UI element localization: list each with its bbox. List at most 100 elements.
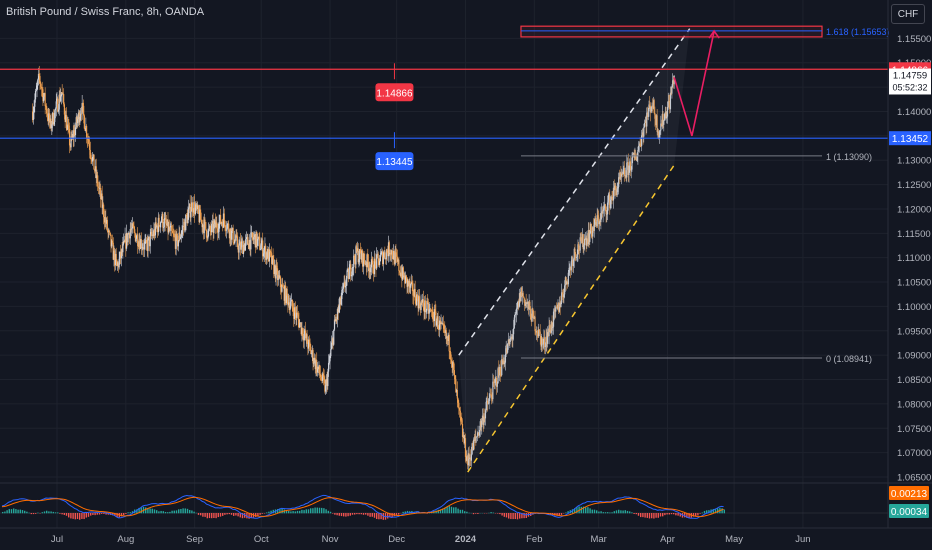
candle-body: [106, 219, 108, 231]
candle-body: [477, 432, 479, 436]
candle-body: [228, 223, 230, 232]
candle-body: [379, 261, 381, 265]
macd-histogram-bar: [81, 513, 83, 519]
candle-body: [271, 255, 273, 264]
candle-body: [113, 250, 115, 260]
candle-body: [540, 336, 542, 347]
candle-body: [265, 245, 267, 260]
candle-body: [94, 169, 96, 172]
macd-histogram-bar: [323, 508, 325, 514]
candle-body: [84, 128, 86, 131]
macd-histogram-bar: [457, 508, 459, 514]
candle-body: [534, 316, 536, 332]
candle-body: [583, 245, 585, 250]
candle-body: [271, 253, 273, 264]
candle-body: [194, 207, 196, 215]
candle-body: [125, 235, 127, 249]
macd-histogram-bar: [213, 513, 215, 519]
candle-body: [331, 338, 333, 343]
macd-histogram-bar: [336, 513, 338, 516]
candle-body: [645, 120, 647, 127]
candle-body: [257, 236, 259, 239]
candle-body: [329, 356, 331, 362]
candle-body: [150, 231, 152, 235]
macd-histogram-bar: [19, 509, 21, 514]
candle-body: [610, 197, 612, 200]
drawing-tools[interactable]: 1.14866 1.13445 1 (1.13090) 0 (1.08941) 1.61…: [0, 25, 890, 473]
candle-body: [214, 220, 216, 228]
candle-body: [544, 346, 546, 347]
currency-selector-button[interactable]: CHF: [891, 4, 925, 24]
candle-body: [108, 230, 110, 232]
macd-histogram-bar: [228, 513, 230, 515]
candle-body: [544, 337, 546, 347]
candle-body: [268, 249, 270, 262]
candle-body: [467, 456, 469, 466]
candle-body: [121, 249, 123, 253]
macd-histogram-bar: [640, 513, 642, 518]
macd-histogram-bar: [453, 507, 455, 514]
macd-histogram-bar: [587, 507, 589, 514]
macd-histogram-bar: [629, 511, 631, 514]
price-axis[interactable]: 1.155001.150001.145001.140001.135001.130…: [887, 0, 931, 528]
candle-body: [226, 224, 228, 230]
candle-body: [529, 301, 531, 309]
candle-body: [364, 263, 367, 265]
candle-body: [202, 224, 205, 234]
candle-body: [282, 284, 284, 287]
candle-body: [34, 99, 36, 107]
candle-body: [592, 226, 595, 231]
candle-body: [393, 250, 396, 265]
macd-histogram-bar: [679, 513, 681, 517]
macd-histogram-bar: [521, 513, 523, 519]
candle-body: [279, 276, 281, 278]
candle-body: [278, 275, 280, 278]
candle-body: [149, 234, 151, 247]
macd-histogram-bar: [437, 509, 439, 514]
candle-body: [108, 230, 111, 233]
candle-body: [595, 218, 597, 223]
candle-body: [276, 268, 279, 281]
candle-body: [330, 342, 333, 350]
candle-body: [188, 207, 190, 214]
macd-histogram-bar: [510, 513, 512, 520]
candle-body: [667, 101, 669, 108]
candle-body: [97, 175, 99, 187]
candle-body: [293, 311, 295, 319]
macd-histogram-bar: [362, 513, 365, 515]
candle-body: [543, 337, 545, 344]
candle-body: [56, 98, 58, 102]
candle-body: [599, 220, 601, 223]
macd-histogram-bar: [4, 511, 6, 514]
time-axis[interactable]: Jul Aug Sep Oct Nov Dec 2024 Feb Mar Apr May Jun: [0, 527, 932, 545]
candle-body: [137, 246, 139, 248]
macd-histogram-bar: [699, 513, 701, 514]
candle-body: [413, 295, 415, 297]
macd-histogram-bar: [659, 513, 662, 517]
macd-histogram-bar: [24, 510, 26, 514]
candle-body: [600, 213, 602, 223]
macd-histogram-bar: [246, 513, 248, 519]
macd-histogram-bar: [387, 513, 389, 519]
candle-body: [296, 312, 298, 318]
candle-body: [524, 302, 527, 306]
price-tick-label: 1.12000: [897, 204, 931, 215]
candle-body: [94, 166, 97, 172]
candle-body: [105, 219, 108, 224]
candle-body: [642, 132, 644, 137]
macd-histogram-bar: [285, 510, 288, 514]
macd-histogram-bar: [171, 510, 173, 514]
candle-body: [260, 245, 262, 250]
candle-body: [538, 329, 540, 337]
candle-body: [357, 248, 359, 263]
candle-body: [669, 101, 671, 110]
candle-body: [484, 410, 487, 419]
candle-body: [353, 255, 355, 268]
price-tick-label: 1.10500: [897, 278, 931, 289]
candle-body: [339, 297, 341, 307]
candle-body: [161, 214, 163, 221]
candle-body: [628, 165, 630, 176]
candle-body: [603, 207, 605, 210]
candle-body: [267, 249, 269, 259]
